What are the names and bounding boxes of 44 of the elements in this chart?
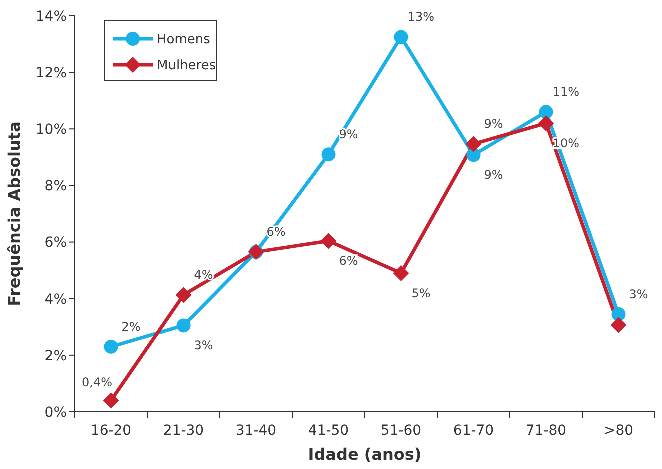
point: [103, 392, 120, 409]
x-axis-title: Idade (anos): [308, 445, 422, 464]
x-tick-label: 51-60: [380, 423, 422, 439]
data-label: 2%: [122, 320, 141, 334]
data-label: 11%: [552, 85, 580, 100]
data-label: 9%: [484, 168, 504, 182]
point: [176, 318, 191, 333]
point: [320, 233, 337, 250]
point: [322, 148, 336, 162]
legend-label: Homens: [157, 32, 211, 48]
data-label: 0,4%: [82, 376, 112, 390]
point: [104, 340, 118, 354]
x-tick-label: 41-50: [308, 423, 350, 439]
y-axis-title: Frequência Absoluta: [5, 122, 24, 306]
y-tick-label: 4%: [44, 292, 67, 308]
y-tick-label: 0%: [44, 404, 67, 421]
point: [610, 317, 627, 334]
data-label: 4%: [194, 268, 214, 282]
x-tick-label: >80: [604, 423, 634, 439]
x-tick-label: 61-70: [453, 423, 494, 439]
data-label: 3%: [194, 338, 214, 353]
data-label: 3%: [629, 287, 648, 302]
point: [393, 265, 410, 282]
point: [466, 136, 482, 152]
point: [539, 105, 554, 120]
y-tick-label: 8%: [44, 178, 67, 195]
point: [466, 148, 481, 162]
y-tick-label: 6%: [44, 235, 67, 252]
x-tick-label: 16-20: [90, 423, 132, 439]
data-label: 6%: [339, 254, 358, 268]
y-tick-label: 10%: [36, 122, 67, 138]
x-tick-label: 71-80: [526, 423, 567, 439]
y-tick-label: 14%: [36, 8, 67, 25]
point: [538, 115, 554, 132]
data-label: 5%: [412, 286, 431, 300]
y-tick-label: 12%: [36, 65, 67, 82]
y-tick-label: 2%: [44, 348, 67, 364]
x-tick-label: 31-40: [236, 423, 277, 439]
x-tick-label: 21-30: [163, 423, 204, 439]
point: [176, 287, 192, 304]
point: [394, 30, 408, 44]
data-label: 9%: [484, 117, 504, 132]
data-label: 13%: [408, 10, 435, 24]
legend-label: Mulheres: [157, 58, 216, 74]
